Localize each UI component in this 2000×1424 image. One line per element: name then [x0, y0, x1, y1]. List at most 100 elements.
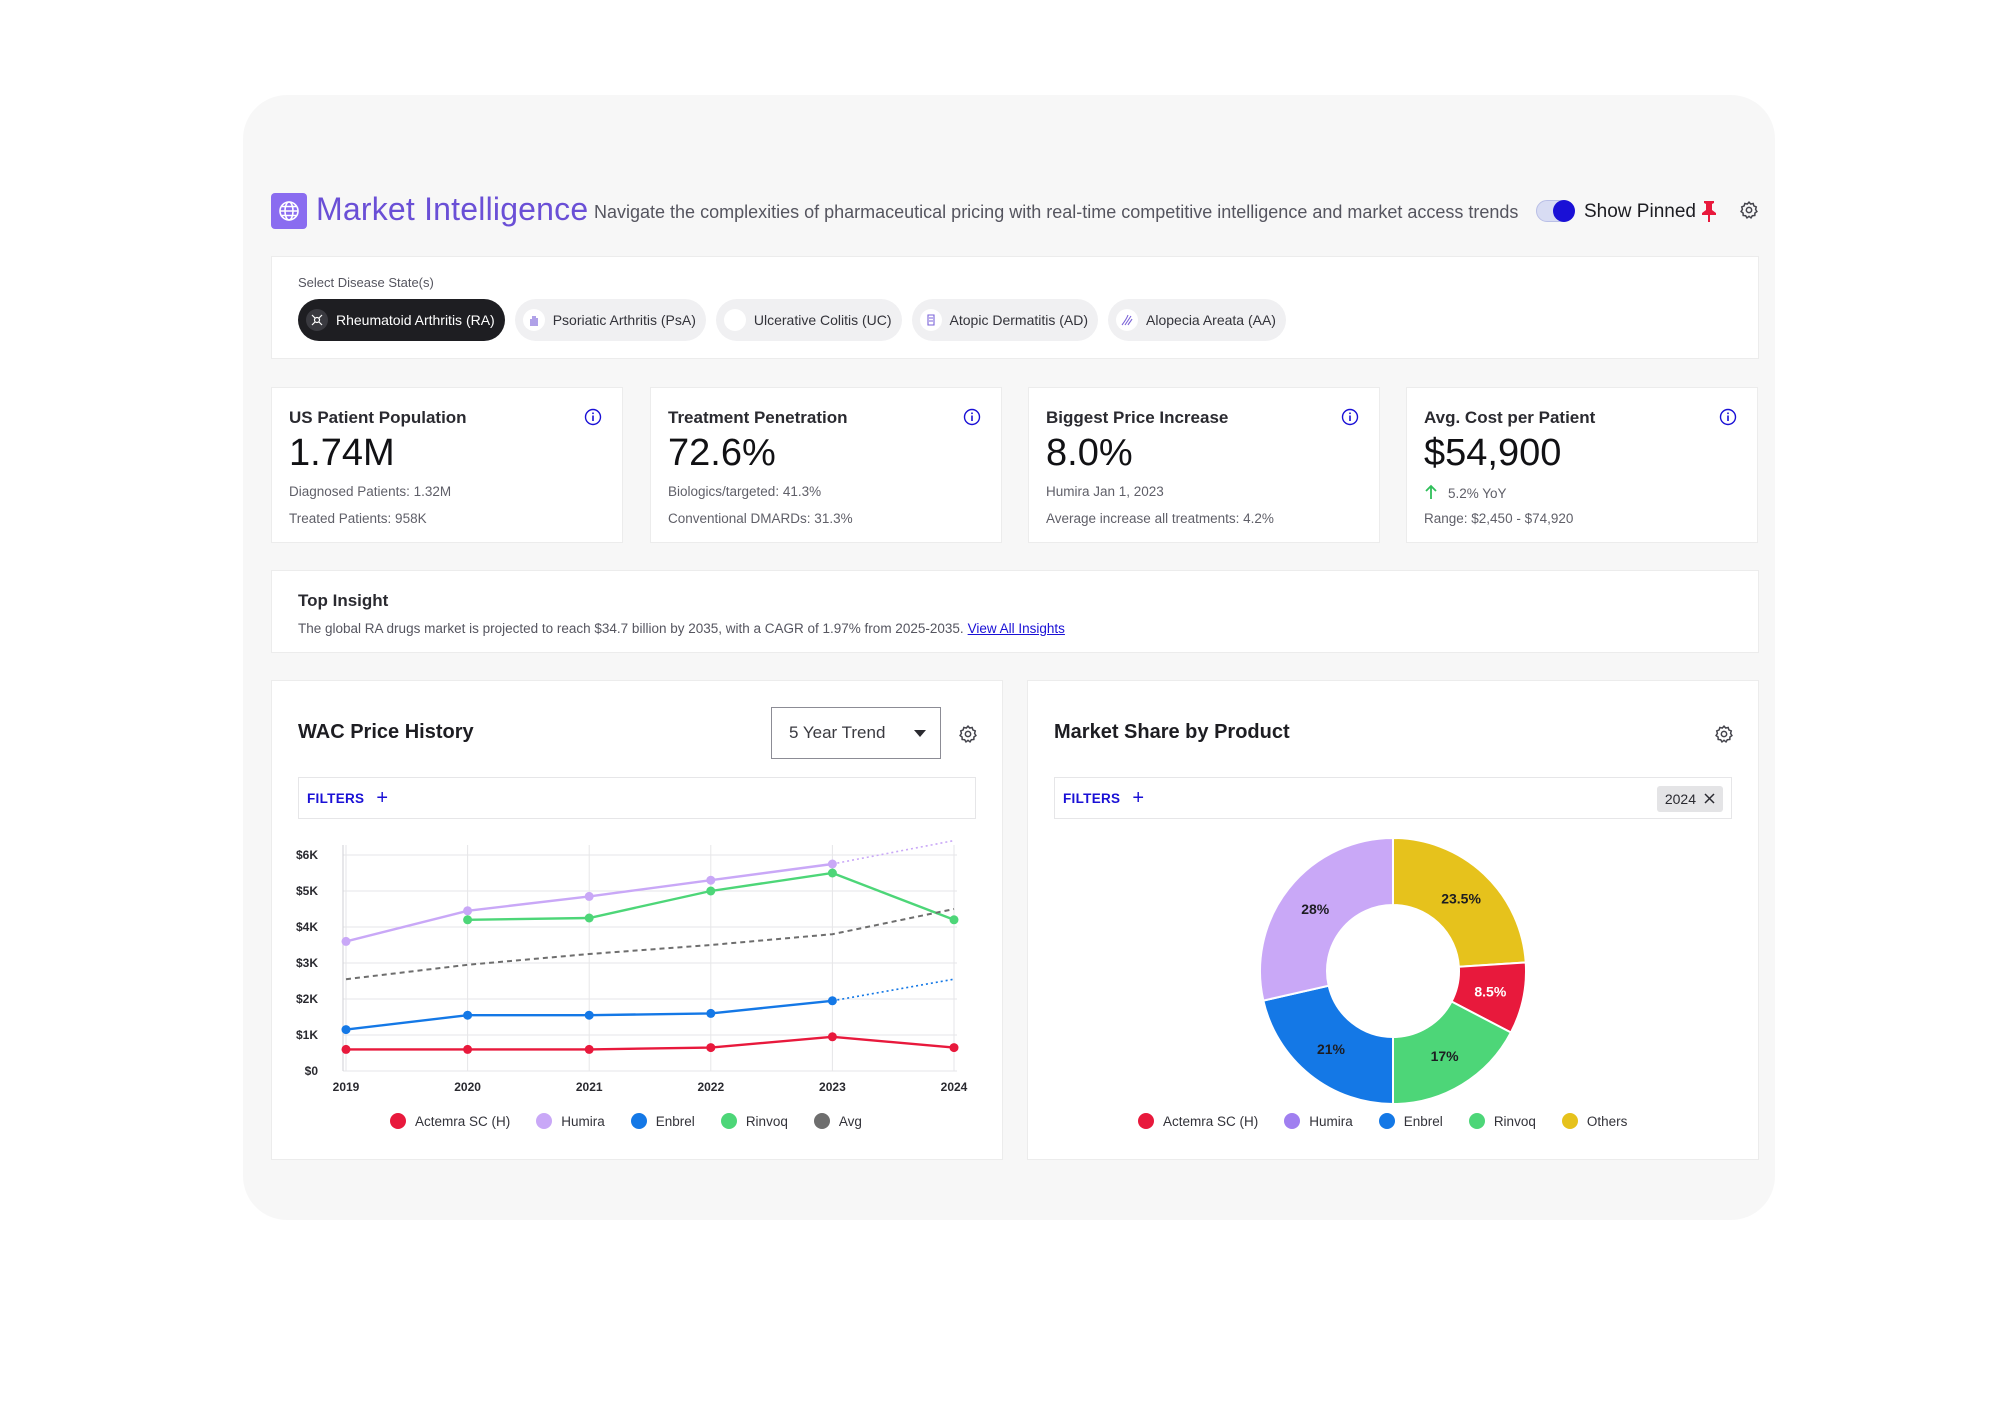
info-icon[interactable]	[584, 408, 602, 431]
show-pinned-toggle[interactable]	[1536, 200, 1575, 222]
data-point-humira[interactable]	[706, 875, 716, 885]
hand-icon	[522, 309, 545, 331]
kpi-label: Biggest Price Increase	[1046, 408, 1229, 427]
data-point-humira[interactable]	[827, 859, 837, 869]
data-point-rinvoq[interactable]	[827, 868, 837, 878]
legend-item-humira[interactable]: Humira	[536, 1113, 605, 1129]
y-tick-label: $0	[305, 1064, 319, 1078]
chart-settings-gear-icon[interactable]	[958, 724, 978, 749]
data-point-actemra[interactable]	[706, 1043, 716, 1053]
kpi-detail: Biologics/targeted: 41.3%	[668, 484, 822, 499]
page-header: Market Intelligence Navigate the complex…	[271, 190, 1759, 235]
chip-atopic-dermatitis[interactable]: Atopic Dermatitis (AD)	[911, 299, 1099, 341]
wac-line-chart: $0 $1K $2K $3K $4K $5K $6K 2019 2020 2021 2022 2023…	[296, 839, 968, 1094]
kpi-yoy: 5.2% YoY	[1424, 484, 1507, 503]
donut-slice-others[interactable]	[1392, 836, 1527, 968]
x-tick-label: 2021	[576, 1080, 603, 1094]
data-point-enbrel[interactable]	[706, 1008, 716, 1018]
x-tick-label: 2022	[697, 1080, 724, 1094]
legend-swatch	[1138, 1113, 1154, 1129]
legend-label: Actemra SC (H)	[415, 1113, 511, 1129]
pin-icon[interactable]	[1699, 199, 1719, 228]
legend-label: Actemra SC (H)	[1163, 1113, 1259, 1129]
page-title: Market Intelligence	[316, 191, 589, 227]
slice-label-actemra: 8.5%	[1474, 984, 1506, 1000]
data-point-actemra[interactable]	[584, 1044, 594, 1054]
data-point-actemra[interactable]	[463, 1044, 473, 1054]
data-point-humira[interactable]	[341, 936, 351, 946]
projection-line-enbrel	[832, 978, 955, 1002]
y-tick-label: $1K	[296, 1028, 318, 1042]
slice-label-others: 23.5%	[1441, 890, 1481, 906]
chart-title: WAC Price History	[298, 721, 474, 743]
data-point-rinvoq[interactable]	[706, 886, 716, 896]
add-filter-plus-icon[interactable]: +	[376, 787, 389, 809]
chip-psoriatic-arthritis[interactable]: Psoriatic Arthritis (PsA)	[514, 299, 706, 341]
trend-dropdown-value: 5 Year Trend	[789, 723, 886, 742]
trend-dropdown[interactable]: 5 Year Trend	[771, 707, 941, 759]
view-all-insights-link[interactable]: View All Insights	[967, 621, 1065, 636]
chip-alopecia-areata[interactable]: Alopecia Areata (AA)	[1108, 299, 1286, 341]
info-icon[interactable]	[1341, 408, 1359, 431]
kpi-card-biggest-price-increase: Biggest Price Increase 8.0% Humira Jan 1…	[1028, 387, 1380, 543]
info-icon[interactable]	[963, 408, 981, 431]
chip-ulcerative-colitis[interactable]: Ulcerative Colitis (UC)	[715, 299, 902, 341]
chip-label: Atopic Dermatitis (AD)	[949, 312, 1089, 328]
chip-rheumatoid-arthritis[interactable]: Rheumatoid Arthritis (RA)	[298, 299, 505, 341]
x-tick-label: 2019	[333, 1080, 360, 1094]
data-point-actemra[interactable]	[341, 1044, 351, 1054]
data-point-actemra[interactable]	[827, 1032, 837, 1042]
caret-down-icon	[914, 730, 926, 737]
data-point-enbrel[interactable]	[827, 996, 837, 1006]
filters-label: FILTERS	[307, 790, 365, 806]
legend-item-humira_legend[interactable]: Humira	[1284, 1113, 1353, 1129]
slice-label-humira: 28%	[1301, 901, 1330, 917]
disease-selector-label: Select Disease State(s)	[298, 275, 434, 290]
y-tick-label: $3K	[296, 956, 318, 970]
info-icon[interactable]	[1719, 408, 1737, 431]
kpi-detail: Conventional DMARDs: 31.3%	[668, 511, 853, 526]
legend-swatch	[390, 1113, 406, 1129]
close-icon[interactable]	[1704, 791, 1715, 807]
market-share-card: Market Share by Product FILTERS + 2024 2…	[1027, 680, 1759, 1160]
legend-item-enbrel[interactable]: Enbrel	[630, 1113, 695, 1129]
filters-bar: FILTERS +	[298, 777, 976, 819]
data-point-enbrel[interactable]	[341, 1025, 351, 1035]
add-filter-plus-icon[interactable]: +	[1132, 787, 1145, 809]
legend-item-rinvoq[interactable]: Rinvoq	[720, 1113, 788, 1129]
legend-item-actemra[interactable]: Actemra SC (H)	[390, 1113, 510, 1129]
legend-item-rinvoq[interactable]: Rinvoq	[1468, 1113, 1536, 1129]
data-point-humira[interactable]	[584, 891, 594, 901]
donut-slice-rinvoq[interactable]	[1392, 1000, 1513, 1106]
data-point-enbrel[interactable]	[584, 1010, 594, 1020]
data-point-enbrel[interactable]	[463, 1010, 473, 1020]
kpi-value: $54,900	[1424, 432, 1562, 474]
donut-slice-enbrel[interactable]	[1262, 984, 1394, 1106]
market-share-donut-chart: 23.5% 8.5% 17% 21% 28%	[1259, 836, 1527, 1106]
chip-label: Psoriatic Arthritis (PsA)	[552, 312, 696, 328]
year-filter-chip[interactable]: 2024	[1656, 786, 1723, 812]
data-point-rinvoq[interactable]	[949, 915, 959, 925]
legend-item-enbrel[interactable]: Enbrel	[1378, 1113, 1443, 1129]
legend-swatch	[720, 1113, 737, 1129]
settings-gear-icon[interactable]	[1739, 200, 1759, 225]
kpi-card-patient-population: US Patient Population 1.74M Diagnosed Pa…	[271, 387, 623, 543]
legend-swatch	[536, 1113, 553, 1129]
chart-settings-gear-icon[interactable]	[1714, 724, 1734, 749]
legend-item-avg[interactable]: Avg	[813, 1113, 862, 1129]
legend-item-others[interactable]: Others	[1561, 1113, 1627, 1129]
data-point-rinvoq[interactable]	[584, 913, 594, 923]
legend-swatch	[630, 1113, 647, 1129]
x-tick-label: 2023	[819, 1080, 846, 1094]
kpi-detail: Range: $2,450 - $74,920	[1424, 511, 1574, 526]
donut-slice-humira[interactable]	[1259, 836, 1394, 1002]
series-line-actemra	[346, 1035, 955, 1051]
chart-title: Market Share by Product	[1054, 721, 1290, 743]
slice-label-rinvoq: 17%	[1431, 1048, 1460, 1064]
data-point-rinvoq[interactable]	[463, 915, 473, 925]
data-point-humira[interactable]	[463, 906, 473, 916]
joint-icon	[306, 309, 328, 331]
projection-line-humira	[832, 839, 955, 865]
data-point-actemra[interactable]	[949, 1043, 959, 1053]
legend-item-actemra[interactable]: Actemra SC (H)	[1138, 1113, 1258, 1129]
